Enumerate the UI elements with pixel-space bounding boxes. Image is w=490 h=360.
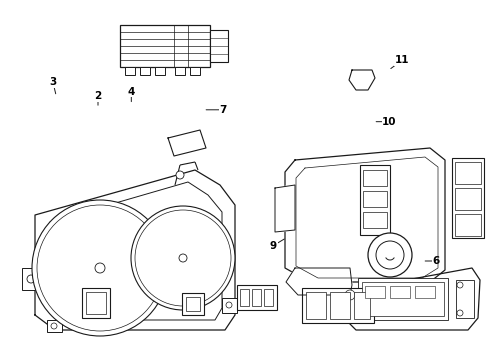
Bar (390, 286, 410, 298)
Text: 8: 8 (111, 279, 118, 289)
Circle shape (179, 254, 187, 262)
Circle shape (51, 323, 57, 329)
Text: 1: 1 (102, 213, 109, 223)
Bar (306, 292, 326, 319)
Circle shape (457, 282, 463, 288)
Circle shape (32, 200, 168, 336)
Bar (415, 286, 435, 298)
Circle shape (27, 275, 35, 283)
Text: 11: 11 (394, 55, 409, 66)
Bar (155, 67, 165, 75)
Text: 7: 7 (219, 105, 227, 115)
Bar (363, 170, 387, 186)
Bar (354, 292, 370, 319)
Text: 12: 12 (356, 311, 371, 321)
Bar (360, 165, 390, 235)
Bar (237, 285, 277, 310)
Circle shape (457, 310, 463, 316)
Text: 5: 5 (187, 243, 194, 253)
Bar (365, 286, 385, 298)
Text: 10: 10 (382, 117, 397, 127)
Polygon shape (50, 182, 222, 320)
Circle shape (95, 263, 105, 273)
Bar (302, 288, 374, 323)
Bar (182, 293, 204, 315)
Bar (210, 30, 228, 62)
Text: 2: 2 (95, 91, 101, 102)
Polygon shape (349, 70, 375, 90)
Bar (240, 289, 249, 306)
Polygon shape (35, 170, 235, 330)
Bar (82, 288, 110, 318)
Bar (252, 289, 261, 306)
Bar (186, 297, 200, 311)
Bar (362, 282, 444, 316)
Bar (222, 298, 237, 313)
Text: 9: 9 (270, 240, 277, 251)
Circle shape (37, 205, 163, 331)
Polygon shape (296, 157, 438, 278)
Text: 13: 13 (99, 326, 114, 336)
Bar (455, 188, 481, 210)
Circle shape (345, 290, 355, 300)
Polygon shape (275, 185, 295, 232)
Bar (175, 67, 185, 75)
Circle shape (226, 302, 232, 308)
Circle shape (135, 210, 231, 306)
Bar (363, 191, 387, 207)
Bar (363, 212, 387, 228)
Bar (456, 280, 474, 318)
Bar (120, 25, 210, 67)
Bar (22, 268, 40, 290)
Polygon shape (285, 148, 445, 282)
Bar (190, 67, 200, 75)
Circle shape (376, 241, 404, 269)
Bar (455, 162, 481, 184)
Polygon shape (344, 268, 480, 330)
Bar (264, 289, 273, 306)
Bar (330, 292, 350, 319)
Circle shape (131, 206, 235, 310)
Bar (140, 67, 150, 75)
Bar (358, 278, 448, 320)
Bar (125, 67, 135, 75)
Text: 3: 3 (49, 77, 56, 87)
Bar (455, 214, 481, 236)
Bar (86, 292, 106, 314)
Bar (452, 158, 484, 238)
Polygon shape (168, 130, 206, 156)
Circle shape (176, 171, 184, 179)
Polygon shape (286, 268, 352, 295)
Text: 4: 4 (127, 87, 135, 97)
Text: 6: 6 (433, 256, 440, 266)
Circle shape (368, 233, 412, 277)
Bar (47, 320, 62, 332)
